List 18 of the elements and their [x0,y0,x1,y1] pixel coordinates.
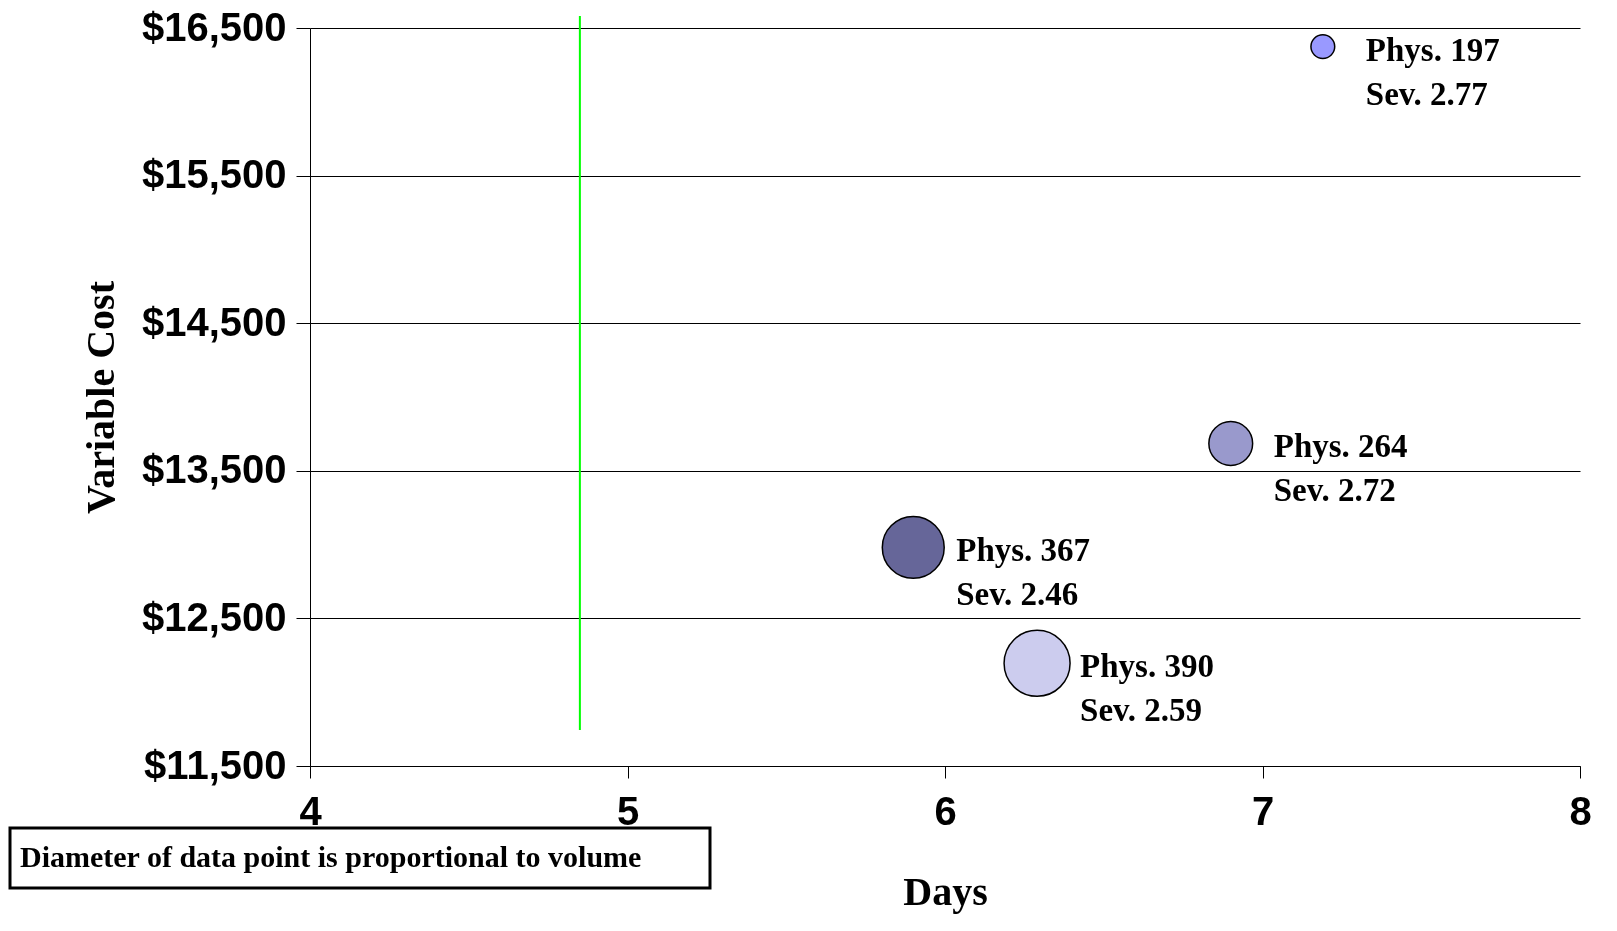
annotation: Phys. 264 Sev. 2.72 [1273,428,1408,509]
annotation: Phys. 390 Sev. 2.59 [1080,648,1214,729]
text: Diameter of data point is proportional to volume [20,840,642,873]
x-tick-label: 7 [1251,788,1275,833]
y-tick-label: $11,500 [144,742,287,787]
y-tick-label: $14,500 [141,299,287,344]
y-tick-label: $13,500 [141,447,287,492]
annotation: Phys. 367 Sev. 2.46 [956,532,1091,613]
x-tick-label: 5 [616,788,640,833]
x-tick-label: 4 [299,788,323,833]
x-axis-title: Days [903,868,988,914]
x-tick-label: 8 [1569,788,1592,833]
y-tick-label: $12,500 [141,594,287,639]
x-tick-label: 6 [934,788,957,833]
y-tick-label: $16,500 [141,4,287,49]
annotation: Phys. 197 Sev. 2.77 [1365,31,1500,112]
y-tick-label: $15,500 [141,152,287,197]
y-axis-title: Variable Cost [77,280,123,514]
